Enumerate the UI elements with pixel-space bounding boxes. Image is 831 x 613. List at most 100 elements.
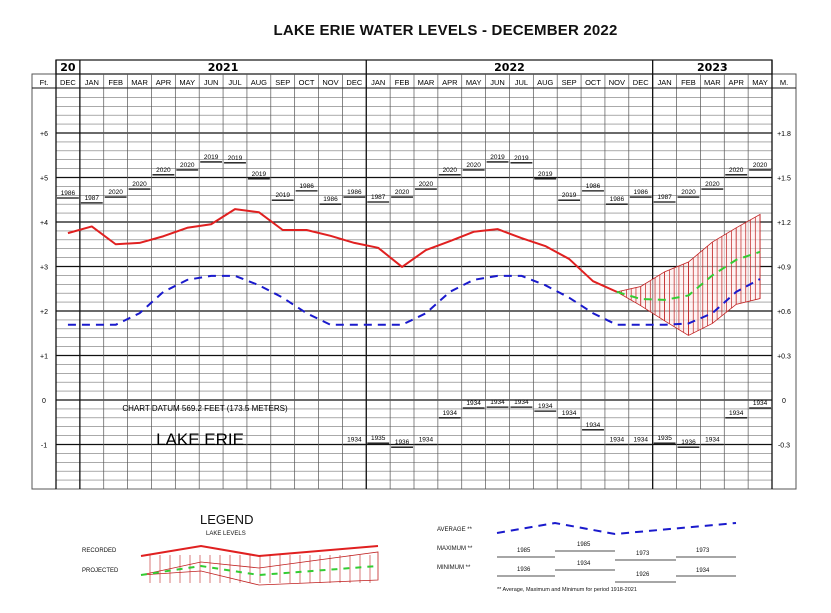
max-year-label: 2020 [156, 167, 171, 174]
legend-min-year-4: 1934 [696, 568, 710, 574]
month-label: DEC [633, 78, 649, 87]
legend-min-year-1: 1936 [517, 567, 531, 573]
lake-name-label: LAKE ERIE [156, 430, 244, 449]
max-year-label: 2020 [395, 189, 410, 196]
max-year-label: 1986 [299, 183, 314, 190]
ft-tick-label: +2 [40, 309, 48, 316]
max-year-label: 2020 [108, 189, 123, 196]
min-year-label: 1934 [562, 410, 577, 417]
max-year-label: 2019 [490, 154, 505, 161]
max-year-label: 1986 [610, 196, 625, 203]
legend-max-year-3: 1973 [636, 551, 650, 557]
min-year-label: 1935 [371, 435, 386, 442]
m-tick-label: -0.3 [778, 443, 790, 450]
chart-title: LAKE ERIE WATER LEVELS - DECEMBER 2022 [273, 22, 618, 39]
min-year-label: 1934 [347, 437, 362, 444]
chart-datum-note: CHART DATUM 569.2 FEET (173.5 METERS) [122, 404, 288, 413]
max-year-label: 2020 [132, 181, 147, 188]
max-year-label: 2020 [753, 162, 768, 169]
legend-maximum-label: MAXIMUM ** [437, 546, 473, 552]
legend-max-year-1: 1985 [517, 548, 531, 554]
min-year-label: 1935 [657, 435, 672, 442]
min-year-label: 1934 [610, 437, 625, 444]
year-header: 20 [60, 61, 76, 74]
legend-recorded-label: RECORDED [82, 548, 117, 554]
max-year-label: 2020 [466, 162, 481, 169]
year-header: 2021 [208, 61, 239, 74]
m-tick-label: +0.3 [777, 354, 791, 361]
month-label: DEC [346, 78, 362, 87]
legend-max-year-2: 1985 [577, 542, 591, 548]
min-year-label: 1934 [538, 403, 553, 410]
month-label: JAN [371, 78, 385, 87]
month-label: APR [728, 78, 744, 87]
ft-tick-label: 0 [42, 398, 46, 405]
min-year-label: 1934 [466, 400, 481, 407]
month-label: SEP [562, 78, 577, 87]
max-year-label: 1987 [657, 194, 672, 201]
legend-title: LEGEND [200, 512, 254, 527]
max-year-label: 2019 [275, 192, 290, 199]
month-label: MAR [131, 78, 148, 87]
min-year-label: 1936 [395, 439, 410, 446]
max-year-label: 1986 [633, 189, 648, 196]
year-header: 2023 [697, 61, 728, 74]
max-year-label: 1987 [85, 195, 100, 202]
min-year-label: 1934 [753, 400, 768, 407]
min-year-label: 1934 [514, 399, 529, 406]
month-label: SEP [275, 78, 290, 87]
month-label: DEC [60, 78, 76, 87]
legend-min-year-2: 1934 [577, 561, 591, 567]
ft-tick-label: +5 [40, 176, 48, 183]
max-year-label: 1986 [586, 183, 601, 190]
max-year-label: 1987 [371, 194, 386, 201]
legend-projected-band [140, 551, 379, 586]
m-tick-label: +1.2 [777, 220, 791, 227]
max-year-label: 2020 [180, 162, 195, 169]
legend-projected-label: PROJECTED [82, 568, 119, 574]
max-year-label: 2020 [729, 167, 744, 174]
ft-tick-label: +6 [40, 131, 48, 138]
ft-tick-label: +4 [40, 220, 48, 227]
month-label: FEB [395, 78, 410, 87]
m-tick-label: +1.8 [777, 131, 791, 138]
month-label: NOV [609, 78, 625, 87]
max-year-label: 2020 [705, 181, 720, 188]
m-tick-label: +1.5 [777, 176, 791, 183]
month-label: JUN [204, 78, 219, 87]
legend-subtitle: LAKE LEVELS [206, 531, 246, 537]
recorded-line [67, 208, 618, 293]
max-year-label: 1986 [347, 189, 362, 196]
min-year-label: 1934 [729, 410, 744, 417]
average-line [67, 274, 761, 326]
month-label: JUN [490, 78, 505, 87]
month-label: MAR [418, 78, 435, 87]
max-year-label: 1986 [61, 190, 76, 197]
legend-footnote: ** Average, Maximum and Minimum for peri… [497, 587, 637, 593]
min-year-label: 1934 [705, 437, 720, 444]
max-year-label: 2019 [204, 154, 219, 161]
month-label: OCT [299, 78, 315, 87]
m-tick-label: +0.9 [777, 265, 791, 272]
month-label: MAY [466, 78, 482, 87]
month-label: FEB [108, 78, 123, 87]
legend-min-year-3: 1926 [636, 572, 650, 578]
max-year-label: 2020 [419, 181, 434, 188]
max-year-label: 2019 [562, 192, 577, 199]
min-year-label: 1934 [443, 410, 458, 417]
min-year-label: 1934 [490, 399, 505, 406]
m-tick-label: +0.6 [777, 309, 791, 316]
m-tick-label: 0 [782, 398, 786, 405]
ft-tick-label: -1 [41, 443, 47, 450]
month-label: AUG [251, 78, 267, 87]
min-year-label: 1934 [633, 437, 648, 444]
m-axis-label: M. [780, 78, 788, 87]
max-year-label: 2019 [538, 171, 553, 178]
month-label: FEB [681, 78, 696, 87]
month-label: NOV [322, 78, 338, 87]
month-label: JUL [515, 78, 528, 87]
month-label: JAN [85, 78, 99, 87]
max-year-label: 2020 [443, 167, 458, 174]
month-label: MAY [179, 78, 195, 87]
